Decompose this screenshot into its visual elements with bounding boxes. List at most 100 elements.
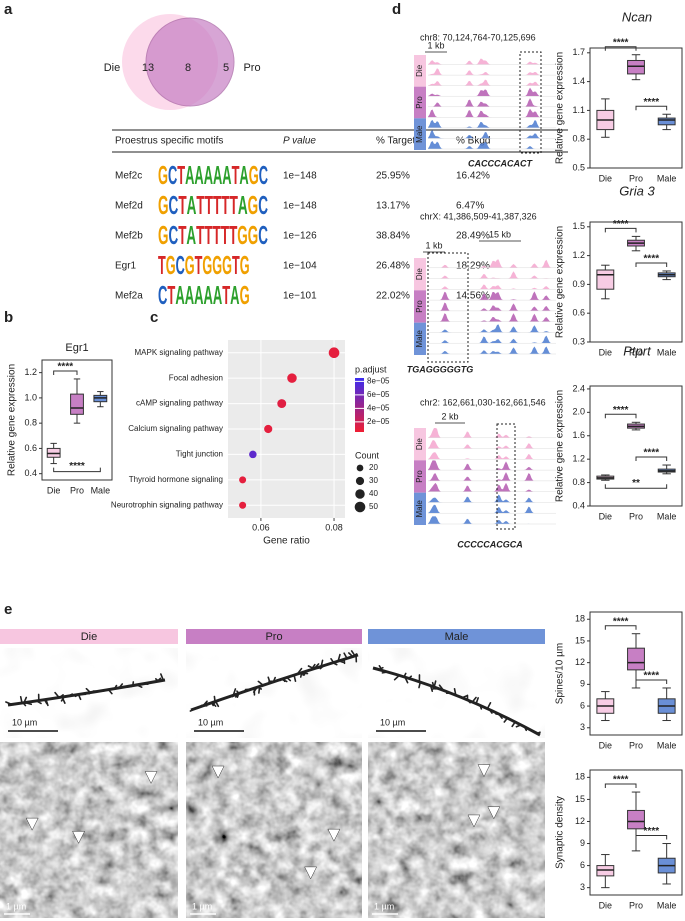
table-cell: 22.02% xyxy=(376,291,410,302)
significance-bracket xyxy=(635,456,668,462)
coverage xyxy=(428,98,556,107)
motif-logo: CTAAAAATAG xyxy=(158,282,250,310)
coverage xyxy=(428,346,556,354)
track-label: Pro xyxy=(415,300,424,313)
y-tick-label: 0.9 xyxy=(572,279,585,289)
colorbar-tick-label: 4e−05 xyxy=(367,403,390,412)
track-side xyxy=(414,290,426,323)
x-tick-label: Die xyxy=(599,511,613,521)
motif-region xyxy=(427,252,469,363)
legend-dot xyxy=(355,476,365,486)
coverage xyxy=(428,291,556,301)
y-tick-label: Neurotrophin signaling pathway xyxy=(111,500,223,509)
x-tick-label: Male xyxy=(657,173,677,183)
table-cell: 1e−101 xyxy=(283,291,317,302)
significance-bracket xyxy=(604,625,637,630)
y-tick-label: 18 xyxy=(575,772,585,782)
motif-name: Mef2c xyxy=(115,171,142,182)
significance-bracket xyxy=(604,783,637,789)
x-tick-label: Male xyxy=(91,485,111,495)
significance-label: **** xyxy=(644,671,660,682)
y-axis-label: Relative gene expression xyxy=(555,52,566,164)
significance-label: **** xyxy=(613,616,629,627)
y-tick-label: Tight junction xyxy=(176,450,223,459)
scale-label: 1 µm xyxy=(374,901,394,911)
track-side xyxy=(414,258,426,291)
table-cell: 38.84% xyxy=(376,231,410,242)
coverage xyxy=(428,119,556,128)
motif-logo: GCTAAAAATAGC xyxy=(158,162,268,190)
significance-bracket xyxy=(604,227,637,233)
coverage xyxy=(428,302,556,311)
plot-frame xyxy=(589,385,683,507)
colorbar-tick-label: 2e−05 xyxy=(367,417,390,426)
legend-label: 30 xyxy=(369,476,378,485)
table-header: P value xyxy=(283,136,316,147)
dot xyxy=(264,424,273,434)
table-cell: 25.95% xyxy=(376,171,410,182)
table-cell: 26.48% xyxy=(376,261,410,272)
coverage xyxy=(428,313,556,322)
venn-count: 8 xyxy=(185,62,191,74)
significance-label: **** xyxy=(644,826,660,837)
em-image xyxy=(368,742,545,918)
condition-header xyxy=(368,629,545,644)
track-label: Pro xyxy=(415,470,424,483)
significance-label: **** xyxy=(613,775,629,786)
significance-bracket xyxy=(604,484,668,489)
motif-name: Egr1 xyxy=(115,261,137,272)
table-cell: 14.56% xyxy=(456,291,490,302)
colorbar-tick-label: 8e−05 xyxy=(367,376,390,385)
y-tick-label: Thyroid hormone signaling xyxy=(129,475,223,484)
spines xyxy=(378,665,541,735)
y-axis-label: Spines/10 µm xyxy=(555,643,566,704)
y-axis-label: Relative gene expression xyxy=(7,364,18,476)
panel-label: b xyxy=(4,309,13,326)
track-side xyxy=(414,86,426,119)
scale-label: 15 kb xyxy=(489,229,511,239)
legend-label: 50 xyxy=(369,502,378,511)
x-tick-label: Male xyxy=(657,511,677,521)
significance-label: ** xyxy=(632,478,640,489)
significance-label: **** xyxy=(644,97,660,108)
scale-label: 1 µm xyxy=(192,901,212,911)
y-tick-label: 6 xyxy=(580,860,585,870)
coverage xyxy=(428,68,556,76)
condition-label: Male xyxy=(445,631,469,643)
box xyxy=(70,393,84,415)
panel-label: a xyxy=(4,1,13,18)
y-tick-label: 1.2 xyxy=(572,250,585,260)
table-cell: 6.47% xyxy=(456,201,484,212)
track-label: Die xyxy=(415,64,424,77)
coverage xyxy=(428,58,556,65)
legend-title: Count xyxy=(355,450,380,460)
y-tick-label: 0.3 xyxy=(572,336,585,346)
table-header: Proestrus specific motifs xyxy=(115,136,223,147)
y-axis-label: Relative gene expression xyxy=(555,226,566,338)
condition-header xyxy=(186,629,362,644)
dot xyxy=(277,399,287,409)
coordinates: chr2: 162,661,030-162,661,546 xyxy=(420,397,546,407)
motif-logo: GCTATTTTTGGC xyxy=(158,222,268,250)
motif-name: Mef2b xyxy=(115,231,143,242)
x-tick-label: Pro xyxy=(629,900,643,910)
panel-label: d xyxy=(392,1,401,18)
condition-label: Die xyxy=(81,631,98,643)
plot-frame xyxy=(589,611,683,736)
coverage xyxy=(428,504,556,514)
scale-label: 1 kb xyxy=(425,240,442,250)
legend-label: 20 xyxy=(369,463,378,472)
track-label: Male xyxy=(415,330,424,348)
scale-label: 10 µm xyxy=(12,717,37,727)
table-cell: 1e−148 xyxy=(283,171,317,182)
significance-label: **** xyxy=(644,254,660,265)
y-tick-label: 1.0 xyxy=(24,392,37,402)
dot xyxy=(249,450,257,459)
coverage xyxy=(428,141,556,149)
coverage xyxy=(428,79,556,86)
y-tick-label: 0.8 xyxy=(572,134,585,144)
x-tick-label: 0.06 xyxy=(252,522,270,532)
x-tick-label: Pro xyxy=(629,511,643,521)
table-cell: 1e−126 xyxy=(283,231,317,242)
gene-name: Ncan xyxy=(622,9,652,24)
